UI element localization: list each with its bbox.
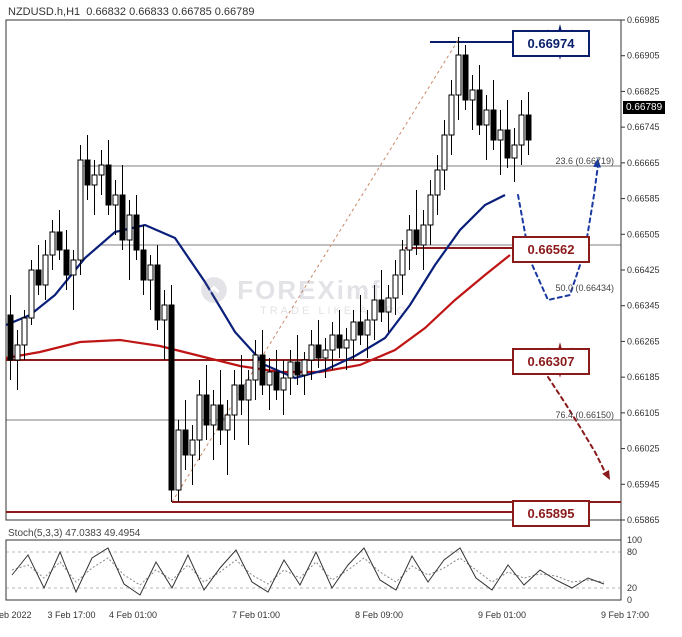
svg-text:3 Feb 17:00: 3 Feb 17:00 xyxy=(48,610,96,620)
svg-text:0: 0 xyxy=(627,595,632,605)
svg-text:8 Feb 09:00: 8 Feb 09:00 xyxy=(355,610,403,620)
stochastic-label: Stoch(5,3,3) 47.0383 49.4954 xyxy=(8,528,140,539)
svg-text:0.66585: 0.66585 xyxy=(627,194,660,204)
svg-text:3 Feb 2022: 3 Feb 2022 xyxy=(0,610,32,620)
svg-text:0.66905: 0.66905 xyxy=(627,51,660,61)
forex-chart[interactable]: 0.66985 0.66905 0.66825 0.66745 0.66665 0.665… xyxy=(0,0,682,632)
svg-text:0.66985: 0.66985 xyxy=(627,15,660,25)
svg-text:0.65865: 0.65865 xyxy=(627,515,660,525)
svg-text:0.65945: 0.65945 xyxy=(627,479,660,489)
svg-text:9 Feb 17:00: 9 Feb 17:00 xyxy=(601,610,649,620)
fib-23-6-label: 23.6 (0.66719) xyxy=(555,156,614,166)
svg-text:0.66025: 0.66025 xyxy=(627,444,660,454)
svg-text:0.66505: 0.66505 xyxy=(627,229,660,239)
support-level-1-box: 0.66562 xyxy=(512,236,590,263)
svg-text:100: 100 xyxy=(627,535,642,545)
svg-text:0.66425: 0.66425 xyxy=(627,265,660,275)
svg-text:0.66265: 0.66265 xyxy=(627,336,660,346)
svg-text:4 Feb 01:00: 4 Feb 01:00 xyxy=(109,610,157,620)
svg-text:0.66345: 0.66345 xyxy=(627,301,660,311)
svg-text:0.66825: 0.66825 xyxy=(627,86,660,96)
fib-50-0-label: 50.0 (0.66434) xyxy=(555,283,614,293)
svg-text:20: 20 xyxy=(627,583,637,593)
svg-text:0.66665: 0.66665 xyxy=(627,158,660,168)
svg-text:9 Feb 01:00: 9 Feb 01:00 xyxy=(478,610,526,620)
svg-text:0.66105: 0.66105 xyxy=(627,408,660,418)
svg-text:80: 80 xyxy=(627,547,637,557)
instrument-title: NZDUSD.h,H1 0.66832 0.66833 0.66785 0.66… xyxy=(8,6,255,18)
current-price-marker: 0.66789 xyxy=(623,101,665,114)
support-level-2-box: 0.66307 xyxy=(512,348,590,375)
svg-text:0.66745: 0.66745 xyxy=(627,122,660,132)
support-level-3-box: 0.65895 xyxy=(512,500,590,527)
svg-text:7 Feb 01:00: 7 Feb 01:00 xyxy=(232,610,280,620)
fib-76-4-label: 76.4 (0.66150) xyxy=(555,410,614,420)
resistance-level-box: 0.66974 xyxy=(512,30,590,57)
svg-text:0.66185: 0.66185 xyxy=(627,372,660,382)
